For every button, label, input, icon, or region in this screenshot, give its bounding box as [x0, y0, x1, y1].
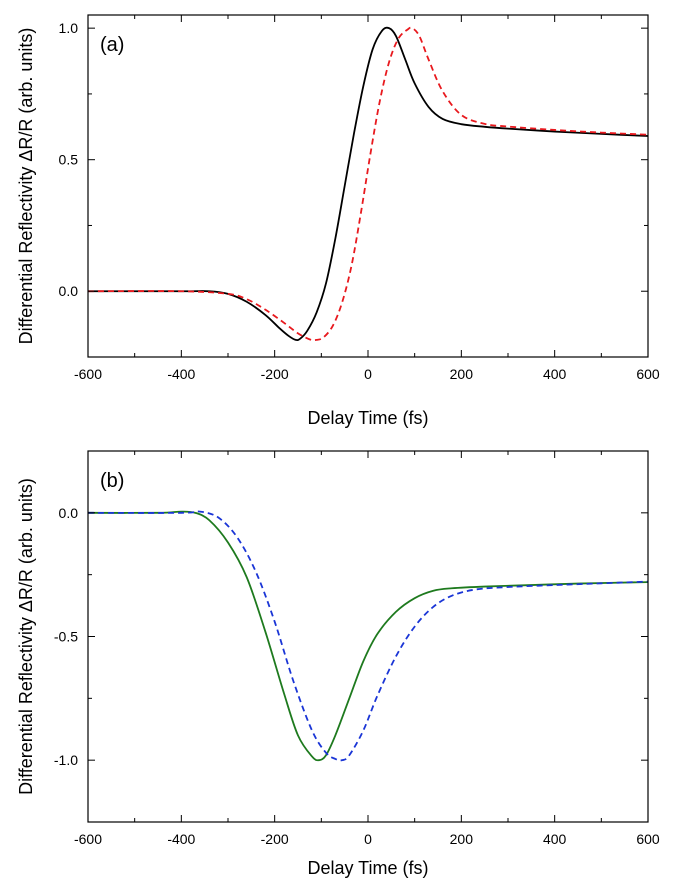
y-axis-label-a: Differential Reflectivity ΔR/R (arb. uni…	[16, 28, 36, 345]
x-tick-label: 400	[543, 831, 567, 847]
y-tick-label: 1.0	[59, 20, 79, 36]
y-axis-label-b: Differential Reflectivity ΔR/R (arb. uni…	[16, 478, 36, 795]
y-tick-label: 0.0	[59, 505, 79, 521]
series-line-b-1	[88, 510, 648, 762]
x-tick-label: -600	[74, 366, 102, 382]
panel-label-a: (a)	[100, 34, 124, 56]
x-axis-label-b: Delay Time (fs)	[307, 858, 428, 878]
series-layer-a	[88, 26, 648, 342]
panel-label-b: (b)	[100, 470, 124, 492]
x-tick-label: -400	[167, 366, 195, 382]
ticks-a: -600 -400 -200 0 200 400 600 0.0 0.5 1.0	[59, 15, 660, 382]
plot-frame-b	[87, 450, 649, 823]
x-tick-label: 600	[636, 366, 660, 382]
x-tick-label: -200	[261, 831, 289, 847]
series-line-a-1	[88, 26, 648, 341]
x-tick-label: -600	[74, 831, 102, 847]
x-tick-label: 600	[636, 831, 660, 847]
series-line-b-2	[88, 510, 648, 762]
x-tick-label: 200	[450, 366, 474, 382]
x-tick-label: 0	[364, 831, 372, 847]
chart-panel-b: -600 -400 -200 0 200 400 600 -1.0 -0.5 0.0 (b) De…	[16, 450, 660, 878]
series-line-a-2	[88, 26, 648, 342]
series-layer-b	[88, 510, 648, 762]
y-tick-label: 0.5	[59, 152, 79, 168]
x-tick-label: 200	[450, 831, 474, 847]
x-tick-label: 400	[543, 366, 567, 382]
y-tick-label: -0.5	[54, 629, 78, 645]
x-tick-label: -400	[167, 831, 195, 847]
chart-panel-a: -600 -400 -200 0 200 400 600 0.0 0.5 1.0 (a) Dela…	[16, 14, 660, 428]
x-tick-label: 0	[364, 366, 372, 382]
ticks-b: -600 -400 -200 0 200 400 600 -1.0 -0.5 0.0	[54, 450, 660, 847]
y-tick-label: 0.0	[59, 283, 79, 299]
x-tick-label: -200	[261, 366, 289, 382]
x-axis-label-a: Delay Time (fs)	[307, 408, 428, 428]
y-tick-label: -1.0	[54, 752, 78, 768]
